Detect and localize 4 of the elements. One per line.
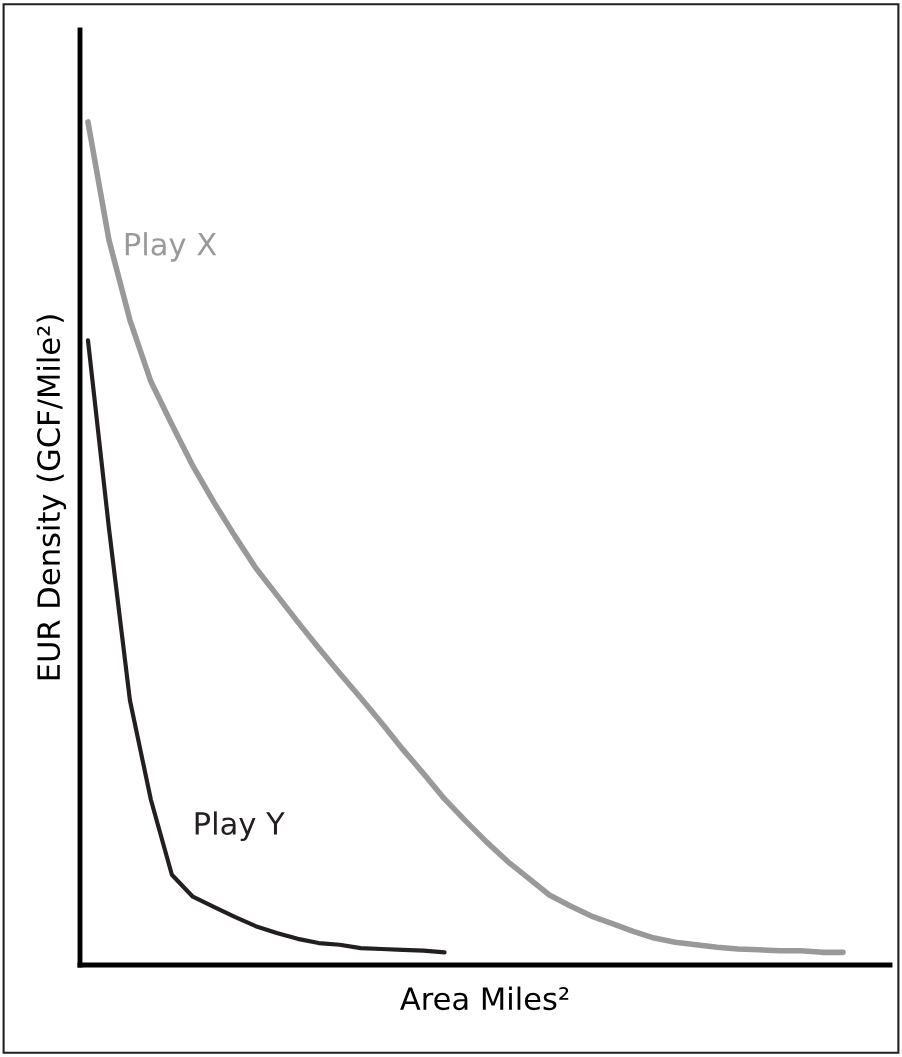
x-axis-title: Area Miles² — [400, 986, 569, 1011]
y-axis-title: EUR Density (GCF/Mile²) — [36, 315, 67, 680]
series-label: Play X — [125, 232, 217, 262]
series-label: Play Y — [195, 811, 285, 841]
